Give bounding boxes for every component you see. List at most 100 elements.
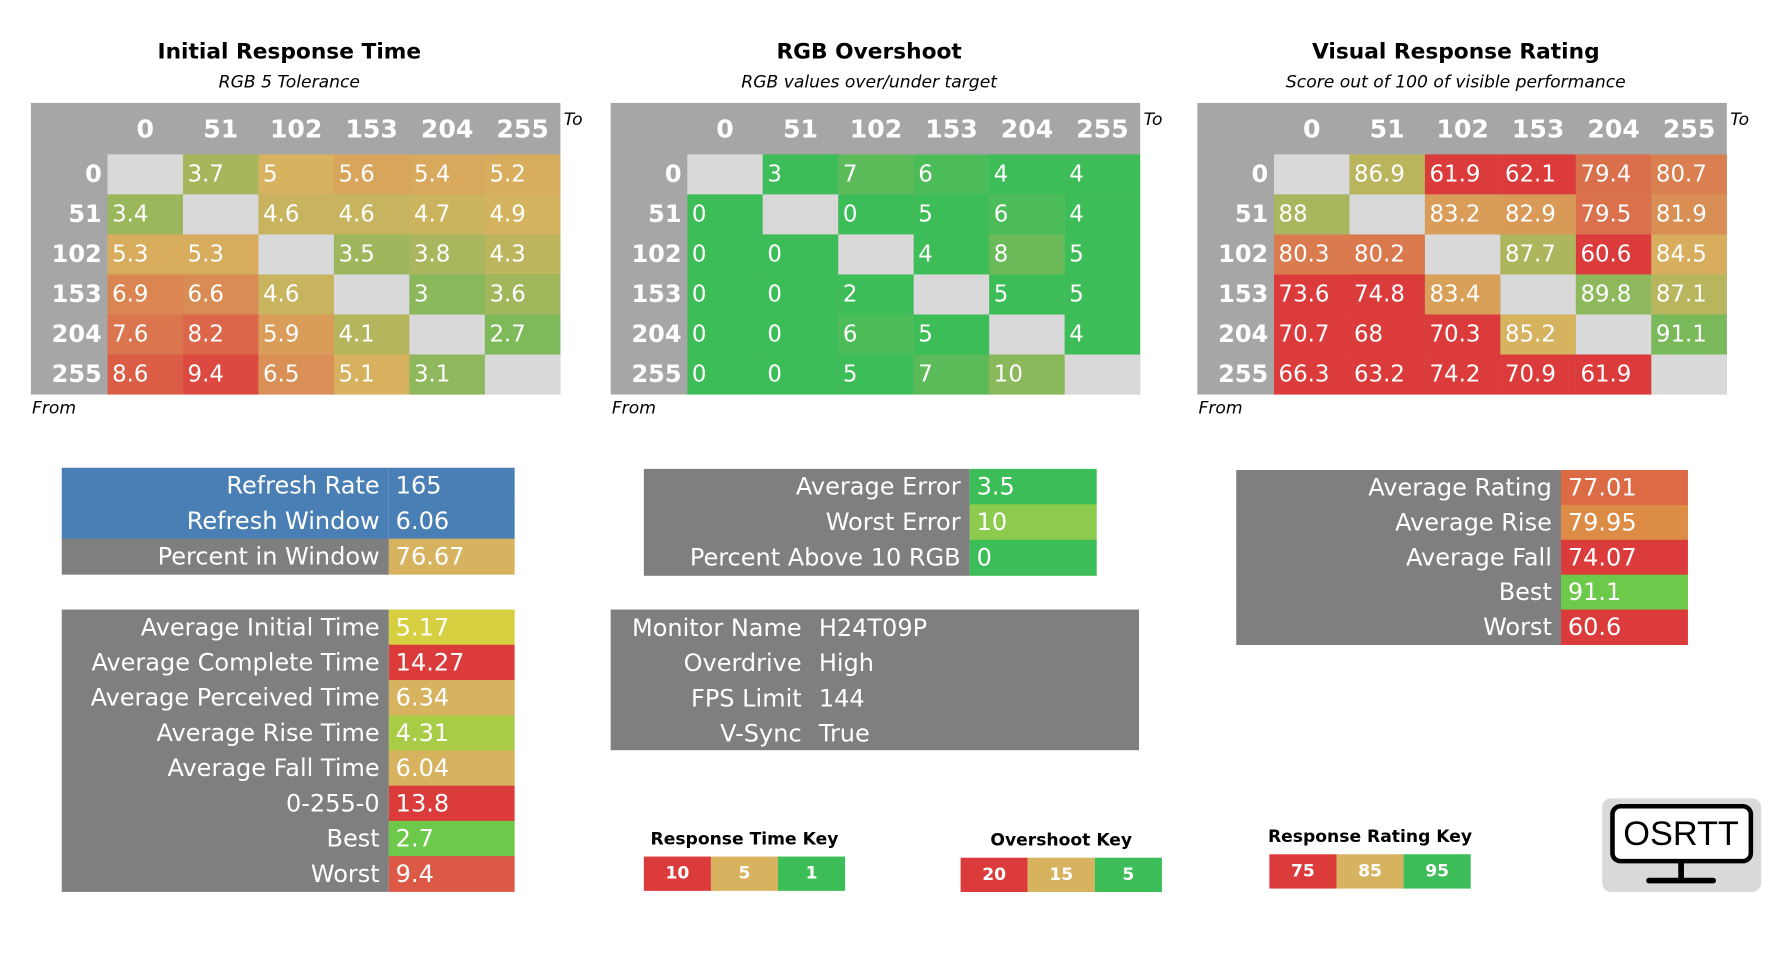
column-header: 102 [270,114,322,143]
cell-value: 6.5 [263,362,299,388]
cell-value: 80.3 [1279,242,1330,268]
heat-cell [1273,234,1350,275]
monitor-value: True [818,720,870,748]
heat-cell [333,234,410,275]
heat-cell [762,354,839,395]
heatmap-subtitle: Score out of 100 of visible performance [1286,72,1626,92]
summary-label: Best [1499,578,1552,606]
cell-value: 5 [918,322,933,348]
empty-cell [1575,314,1652,355]
cell-value: 8 [994,242,1009,268]
cell-value: 7.6 [112,322,148,348]
summary-value-cell [388,609,515,646]
column-header: 204 [1001,114,1053,143]
from-label: From [32,398,76,418]
summary-label: Worst [1483,613,1552,641]
key-swatch [1094,857,1162,893]
empty-cell [838,234,914,275]
key-swatch [1269,854,1337,889]
cell-value: 74.2 [1430,362,1481,388]
key-swatch [1403,854,1471,889]
cell-value: 5.4 [414,161,450,187]
heat-cell [484,234,561,275]
heat-cell [762,234,839,275]
summary-label: Average Rise [1395,508,1552,536]
cell-value: 81.9 [1656,201,1707,227]
heat-cell [687,234,763,275]
key-value: 5 [1122,865,1134,885]
cell-value: 4.6 [339,201,375,227]
key-swatch [643,856,711,891]
heat-cell [409,274,485,315]
cell-value: 5 [843,362,858,388]
row-header: 204 [52,320,102,348]
heat-cell [484,154,561,195]
heat-cell [333,354,410,395]
heat-cell [1500,234,1576,275]
cell-value: 70.3 [1430,322,1481,348]
cell-value: 5.3 [188,242,224,268]
cell-value: 6 [843,322,858,348]
column-header: 0 [716,114,734,143]
heat-cell [687,314,763,355]
cell-value: 5 [918,201,933,227]
summary-value-cell [1561,539,1688,576]
heat-cell [107,234,183,275]
summary-label: Worst Error [826,508,961,536]
cell-value: 4 [1069,201,1084,227]
row-header: 153 [1218,280,1268,308]
key-value: 10 [665,864,689,884]
empty-cell [107,154,183,195]
heat-cell [913,354,990,395]
cell-value: 87.1 [1656,282,1707,308]
heat-cell [1349,274,1425,315]
cell-value: 3.7 [188,161,224,187]
cell-value: 3 [767,161,782,187]
summary-label: Refresh Rate [226,472,379,500]
key-value: 85 [1358,861,1382,881]
cell-value: 8.6 [112,362,148,388]
cell-value: 70.7 [1279,322,1330,348]
heat-cell [1651,274,1727,315]
cell-value: 91.1 [1656,322,1707,348]
cell-value: 87.7 [1505,242,1556,268]
empty-cell [1500,274,1576,315]
key-swatch [710,856,779,891]
summary-label-cell [61,679,389,716]
cell-value: 4 [1069,322,1084,348]
summary-label-cell [61,785,389,822]
empty-cell [1064,354,1141,395]
cell-value: 4 [918,242,933,268]
cell-value: 4.7 [414,201,450,227]
heat-cell [989,194,1065,235]
column-header: 153 [925,114,977,143]
summary-label: Average Perceived Time [91,684,380,712]
summary-value: 91.1 [1568,578,1621,606]
summary-value-cell [388,467,515,504]
cell-value: 7 [918,362,933,388]
empty-cell [1273,154,1350,195]
cell-value: 5 [1069,242,1084,268]
heat-cell [1349,354,1425,395]
cell-value: 0 [692,201,707,227]
summary-label: Worst [311,860,380,888]
heat-cell [409,154,485,195]
heat-cell [1651,154,1727,195]
heat-cell [1575,154,1652,195]
summary-value: 6.34 [396,684,449,712]
cell-value: 88 [1279,201,1308,227]
heat-cell [1424,154,1501,195]
from-label: From [612,398,656,418]
logo-text: OSRTT [1623,815,1739,853]
cell-value: 6 [918,161,933,187]
cell-value: 4.1 [339,322,375,348]
to-label: To [1144,110,1163,130]
cell-value: 73.6 [1279,282,1330,308]
cell-value: 61.9 [1430,161,1481,187]
cell-value: 5.9 [263,322,299,348]
summary-label-cell [1236,539,1562,576]
summary-label-cell [61,609,389,646]
cell-value: 0 [692,362,707,388]
cell-value: 6.6 [188,282,224,308]
